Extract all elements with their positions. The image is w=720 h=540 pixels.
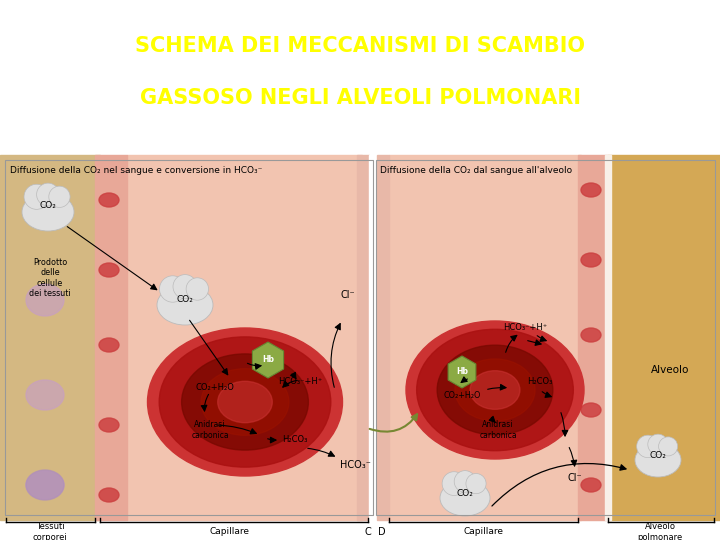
Bar bbox=[376, 160, 715, 515]
Circle shape bbox=[160, 276, 186, 302]
Ellipse shape bbox=[455, 359, 535, 421]
Circle shape bbox=[466, 474, 486, 494]
Bar bbox=[127, 155, 362, 520]
Ellipse shape bbox=[635, 443, 681, 477]
Text: HCO₃⁻+H⁺: HCO₃⁻+H⁺ bbox=[278, 377, 322, 387]
Ellipse shape bbox=[201, 369, 289, 435]
Ellipse shape bbox=[440, 480, 490, 516]
Bar bbox=[608, 155, 720, 520]
Ellipse shape bbox=[157, 285, 213, 325]
Text: Alveolo: Alveolo bbox=[651, 365, 689, 375]
Ellipse shape bbox=[99, 193, 119, 207]
Bar bbox=[605, 155, 611, 520]
Ellipse shape bbox=[99, 263, 119, 277]
Ellipse shape bbox=[148, 328, 343, 476]
Text: CO₂: CO₂ bbox=[40, 201, 56, 211]
Ellipse shape bbox=[26, 380, 64, 410]
Ellipse shape bbox=[417, 329, 573, 451]
Bar bbox=[0, 155, 100, 520]
Ellipse shape bbox=[26, 191, 64, 219]
Text: GASSOSO NEGLI ALVEOLI POLMONARI: GASSOSO NEGLI ALVEOLI POLMONARI bbox=[140, 87, 580, 107]
Ellipse shape bbox=[26, 471, 64, 499]
Ellipse shape bbox=[159, 337, 330, 467]
Ellipse shape bbox=[581, 328, 601, 342]
Bar bbox=[95, 155, 127, 520]
Text: HCO₃⁻: HCO₃⁻ bbox=[340, 460, 370, 470]
Bar bbox=[389, 155, 581, 520]
Ellipse shape bbox=[581, 183, 601, 197]
Text: Hb: Hb bbox=[262, 355, 274, 364]
Circle shape bbox=[442, 472, 466, 496]
Ellipse shape bbox=[581, 253, 601, 267]
Text: Capillare: Capillare bbox=[463, 528, 503, 537]
Circle shape bbox=[454, 471, 476, 492]
Text: Diffusione della CO₂ dal sangue all'alveolo: Diffusione della CO₂ dal sangue all'alve… bbox=[380, 166, 572, 175]
Text: Prodotto
delle
cellule
dei tessuti: Prodotto delle cellule dei tessuti bbox=[30, 258, 71, 298]
Text: D: D bbox=[378, 527, 386, 537]
Ellipse shape bbox=[437, 345, 553, 435]
Ellipse shape bbox=[26, 284, 64, 316]
Circle shape bbox=[37, 183, 59, 206]
Bar bbox=[578, 155, 608, 520]
Ellipse shape bbox=[406, 321, 584, 459]
Circle shape bbox=[659, 437, 678, 456]
Circle shape bbox=[648, 434, 668, 455]
Ellipse shape bbox=[181, 354, 308, 450]
Circle shape bbox=[186, 278, 209, 300]
Ellipse shape bbox=[26, 470, 64, 500]
Circle shape bbox=[636, 435, 659, 457]
Text: Capillare: Capillare bbox=[210, 528, 250, 537]
Text: Anidrasi
carbonica: Anidrasi carbonica bbox=[480, 420, 517, 440]
Ellipse shape bbox=[581, 478, 601, 492]
Ellipse shape bbox=[99, 488, 119, 502]
Text: Tessuti
corporei: Tessuti corporei bbox=[32, 522, 68, 540]
Text: CO₂+H₂O: CO₂+H₂O bbox=[444, 390, 481, 400]
Text: Cl⁻: Cl⁻ bbox=[341, 290, 355, 300]
Polygon shape bbox=[448, 356, 476, 388]
Circle shape bbox=[49, 186, 70, 207]
Text: Hb: Hb bbox=[456, 368, 468, 376]
Text: HCO₃⁻+H⁺: HCO₃⁻+H⁺ bbox=[503, 323, 547, 333]
Bar bbox=[377, 155, 389, 520]
Text: CO₂: CO₂ bbox=[456, 489, 474, 497]
Ellipse shape bbox=[22, 193, 74, 231]
Bar bbox=[369, 155, 377, 520]
Bar bbox=[357, 155, 369, 520]
Ellipse shape bbox=[470, 370, 520, 409]
Polygon shape bbox=[253, 342, 284, 378]
Ellipse shape bbox=[217, 381, 272, 423]
Ellipse shape bbox=[99, 338, 119, 352]
Text: CO₂: CO₂ bbox=[176, 294, 194, 303]
Text: SCHEMA DEI MECCANISMI DI SCAMBIO: SCHEMA DEI MECCANISMI DI SCAMBIO bbox=[135, 36, 585, 56]
Text: C: C bbox=[364, 527, 372, 537]
Text: Alveolo
polmonare: Alveolo polmonare bbox=[637, 522, 683, 540]
Text: CO₂: CO₂ bbox=[649, 450, 667, 460]
Text: Anidrasi
carbonica: Anidrasi carbonica bbox=[192, 420, 229, 440]
Circle shape bbox=[173, 275, 197, 299]
Ellipse shape bbox=[99, 418, 119, 432]
Text: H₂CO₃: H₂CO₃ bbox=[282, 435, 307, 444]
Text: H₂CO₃: H₂CO₃ bbox=[527, 377, 553, 387]
Text: Cl⁻: Cl⁻ bbox=[567, 473, 582, 483]
Circle shape bbox=[24, 184, 49, 210]
Text: CO₂+H₂O: CO₂+H₂O bbox=[196, 383, 235, 393]
Text: Diffusione della CO₂ nel sangue e conversione in HCO₃⁻: Diffusione della CO₂ nel sangue e conver… bbox=[10, 166, 262, 175]
Bar bbox=[5, 160, 373, 515]
Ellipse shape bbox=[581, 403, 601, 417]
